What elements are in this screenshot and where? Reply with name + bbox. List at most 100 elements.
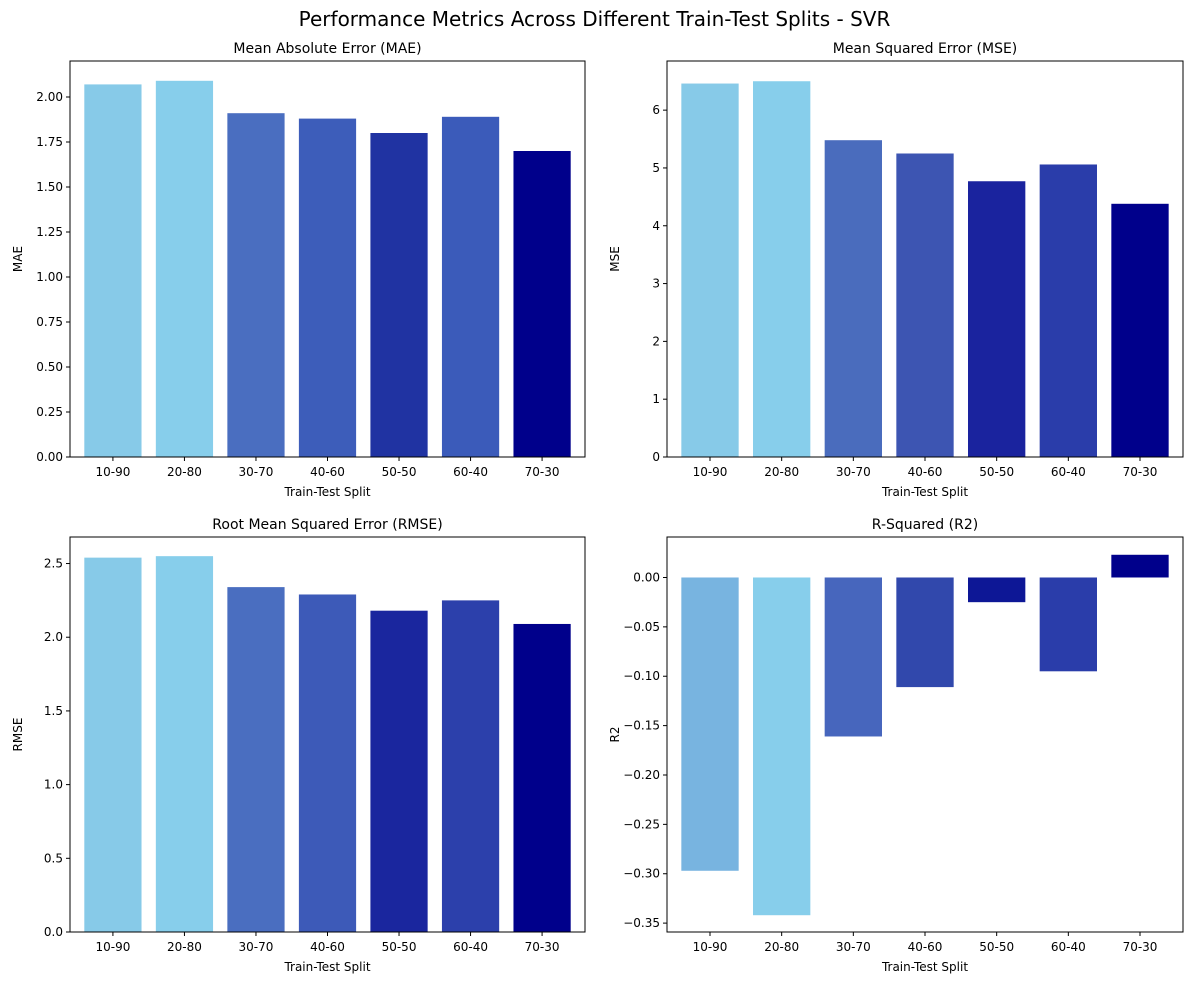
bar-60-40 [441, 600, 500, 932]
y-tick-label: 5 [652, 161, 660, 175]
bar-10-90 [84, 557, 142, 932]
y-tick-label: 0.5 [44, 851, 63, 865]
subplot-title: R-Squared (R2) [872, 517, 978, 533]
x-axis-label: Train-Test Split [283, 485, 370, 499]
x-tick-label: 40-60 [310, 465, 345, 479]
y-tick-label: 0 [652, 450, 660, 464]
y-tick-label: 1.0 [44, 778, 63, 792]
subplot-3: 10-90 20-80 30-70 40-60 50-50 60-40 70-30 0.0 0.… [11, 517, 586, 974]
bar-30-70 [227, 113, 285, 457]
y-axis-label: MAE [11, 246, 25, 272]
y-tick-label: 3 [652, 277, 660, 291]
x-tick-label: 10-90 [693, 940, 728, 954]
y-tick-label: 6 [652, 103, 660, 117]
y-tick-label: −0.05 [623, 620, 660, 634]
x-tick-label: 60-40 [1051, 940, 1086, 954]
bar-60-40 [1039, 577, 1097, 672]
y-tick-label: 0.75 [36, 315, 63, 329]
bar-40-60 [298, 594, 357, 932]
x-tick-label: 20-80 [167, 940, 202, 954]
y-tick-label: −0.35 [623, 916, 660, 930]
bar-20-80 [155, 556, 214, 932]
y-tick-label: 1.75 [36, 135, 63, 149]
y-tick-label: −0.20 [623, 768, 660, 782]
y-tick-label: −0.30 [623, 867, 660, 881]
x-tick-label: 70-30 [1123, 940, 1158, 954]
y-tick-label: 0.00 [36, 450, 63, 464]
y-tick-label: 0.25 [36, 405, 63, 419]
x-tick-label: 10-90 [95, 940, 130, 954]
y-tick-label: 2 [652, 334, 660, 348]
x-tick-label: 50-50 [382, 940, 417, 954]
x-tick-label: 40-60 [908, 940, 943, 954]
x-tick-label: 70-30 [525, 465, 560, 479]
x-tick-label: 50-50 [979, 940, 1014, 954]
bar-30-70 [824, 577, 882, 737]
bar-40-60 [298, 118, 357, 457]
x-tick-label: 70-30 [1123, 465, 1158, 479]
x-tick-label: 30-70 [836, 465, 871, 479]
x-tick-label: 10-90 [95, 465, 130, 479]
x-tick-label: 40-60 [310, 940, 345, 954]
y-axis-label: R2 [608, 727, 622, 743]
subplot-title: Mean Absolute Error (MAE) [233, 41, 421, 57]
y-tick-label: 1.00 [36, 270, 63, 284]
x-tick-label: 50-50 [382, 465, 417, 479]
y-tick-label: −0.15 [623, 719, 660, 733]
y-tick-label: −0.10 [623, 669, 660, 683]
y-axis-label: RMSE [11, 718, 25, 752]
bar-30-70 [824, 140, 882, 457]
x-tick-label: 20-80 [764, 940, 799, 954]
x-tick-label: 50-50 [979, 465, 1014, 479]
y-tick-label: 1.50 [36, 180, 63, 194]
x-tick-label: 40-60 [908, 465, 943, 479]
bar-10-90 [84, 84, 142, 458]
x-tick-label: 30-70 [836, 940, 871, 954]
y-axis-label: MSE [608, 246, 622, 272]
bar-20-80 [753, 577, 811, 916]
x-axis-label: Train-Test Split [881, 960, 968, 974]
bar-70-30 [513, 623, 571, 932]
bar-70-30 [1111, 203, 1169, 457]
bar-40-60 [896, 153, 954, 458]
bar-50-50 [370, 610, 428, 932]
y-tick-label: 0.50 [36, 360, 63, 374]
bar-60-40 [441, 116, 500, 458]
bar-10-90 [681, 577, 739, 871]
x-tick-label: 20-80 [764, 465, 799, 479]
y-tick-label: 4 [652, 219, 660, 233]
figure-title: Performance Metrics Across Different Tra… [298, 7, 891, 31]
y-tick-label: 1 [652, 392, 660, 406]
subplot-title: Root Mean Squared Error (RMSE) [212, 517, 442, 533]
x-axis-label: Train-Test Split [283, 960, 370, 974]
y-tick-label: 0.0 [44, 925, 63, 939]
bar-70-30 [513, 151, 571, 457]
subplot-4: 10-90 20-80 30-70 40-60 50-50 60-40 70-30 −0.35… [608, 517, 1184, 974]
x-tick-label: 60-40 [1051, 465, 1086, 479]
y-tick-label: 1.5 [44, 704, 63, 718]
x-axis-label: Train-Test Split [881, 485, 968, 499]
y-tick-label: −0.25 [623, 817, 660, 831]
y-tick-label: 2.00 [36, 90, 63, 104]
bar-40-60 [896, 577, 954, 688]
bar-70-30 [1111, 554, 1169, 578]
bar-60-40 [1039, 164, 1097, 457]
bar-10-90 [681, 83, 739, 457]
bar-30-70 [227, 587, 285, 932]
subplot-title: Mean Squared Error (MSE) [833, 41, 1018, 57]
x-tick-label: 20-80 [167, 465, 202, 479]
x-tick-label: 10-90 [693, 465, 728, 479]
subplot-2: 10-90 20-80 30-70 40-60 50-50 60-40 70-30 0 1 2 3 4… [608, 41, 1184, 499]
bar-20-80 [155, 80, 214, 458]
y-tick-label: 0.00 [633, 570, 660, 584]
y-tick-label: 2.0 [44, 630, 63, 644]
bar-50-50 [968, 181, 1026, 458]
bar-20-80 [753, 81, 811, 457]
bar-50-50 [968, 577, 1026, 603]
bar-50-50 [370, 133, 428, 457]
y-tick-label: 1.25 [36, 225, 63, 239]
subplot-1: 10-90 20-80 30-70 40-60 50-50 60-40 70-30 0.00 0… [11, 41, 586, 499]
x-tick-label: 70-30 [525, 940, 560, 954]
x-tick-label: 30-70 [239, 940, 274, 954]
